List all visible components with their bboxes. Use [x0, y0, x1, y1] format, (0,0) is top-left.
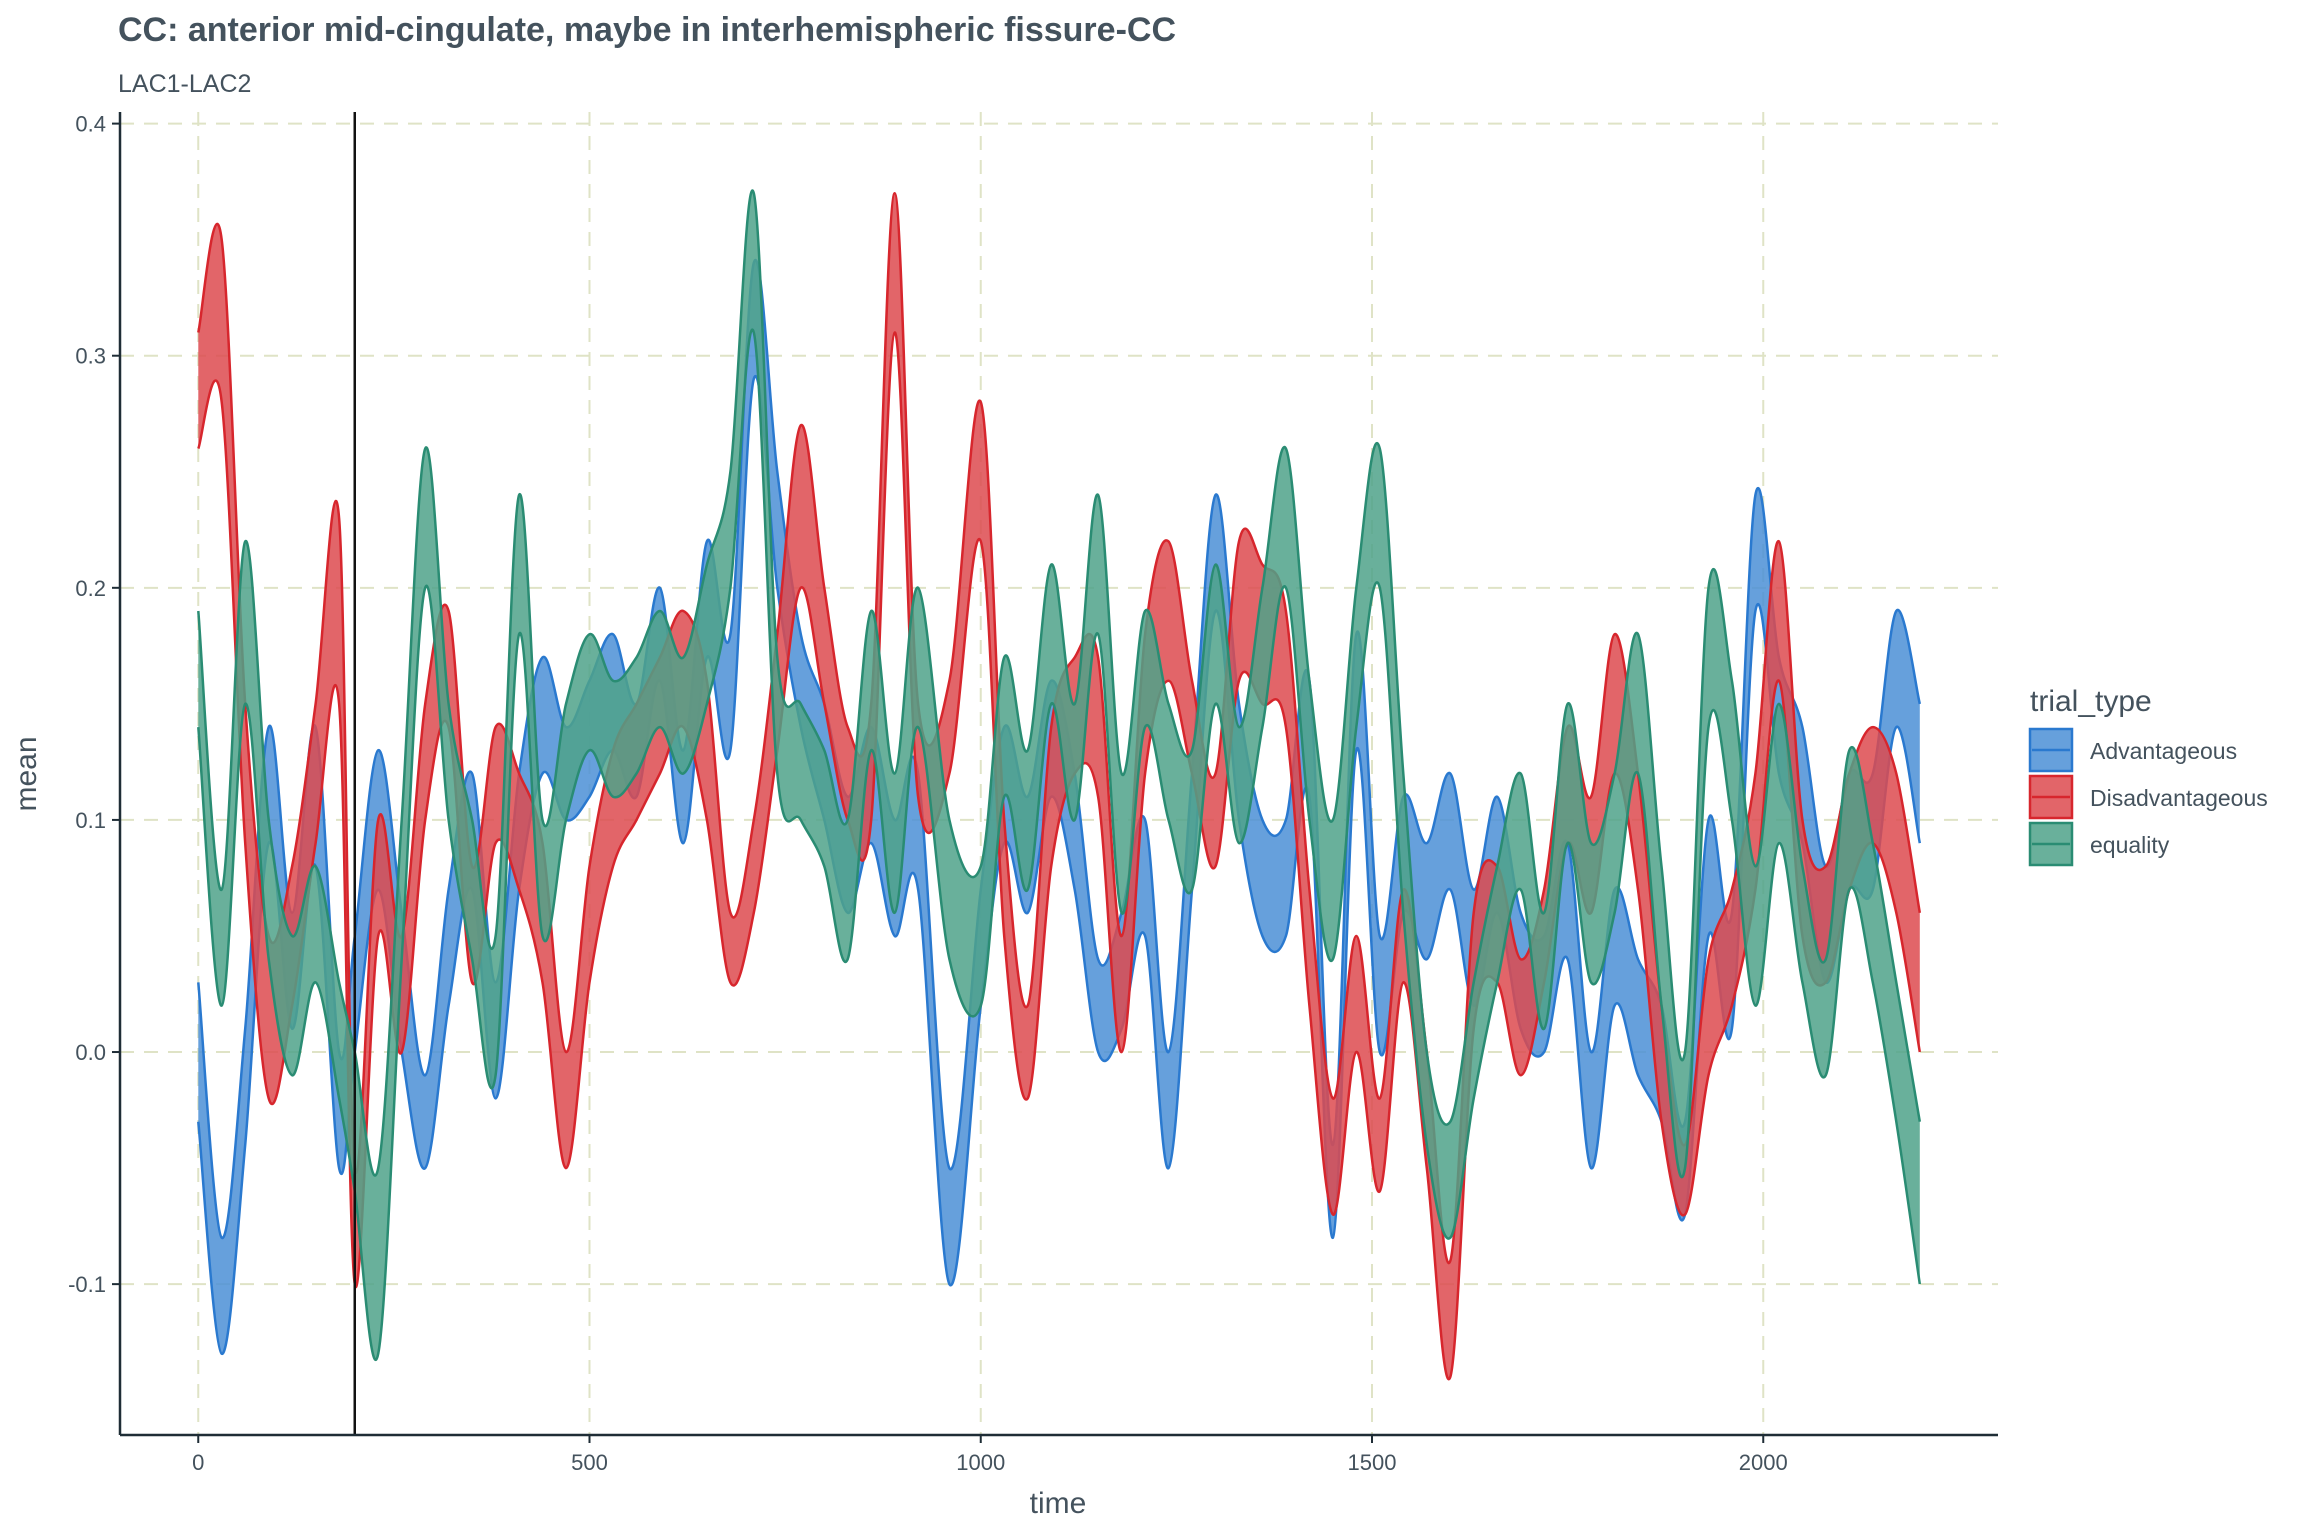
chart-subtitle: LAC1-LAC2	[118, 70, 251, 98]
legend: trial_type Advantageous Disadvantageous eq…	[2028, 685, 2268, 867]
legend-item-equality: equality	[2028, 821, 2170, 867]
y-tick-label-5: 0.4	[75, 112, 106, 137]
x-tick-label-2: 1000	[956, 1450, 1005, 1475]
y-tick-label-0: -0.1	[68, 1272, 106, 1297]
series-lower-line-0	[197, 374, 1922, 1356]
series-upper-line-1	[197, 191, 1922, 1265]
legend-item-advantageous: Advantageous	[2028, 727, 2237, 773]
series-lower-line-2	[197, 328, 1922, 1361]
y-tick-label-4: 0.3	[75, 344, 106, 369]
x-tick-label-0: 0	[192, 1450, 204, 1475]
y-tick-label-2: 0.1	[75, 808, 106, 833]
series-layer	[197, 189, 1922, 1381]
axis-layer: 0 500 1000 1500 2000 -0.1 0.0 0.1 0.2 0.3 0.4	[68, 112, 1998, 1475]
series-band-1	[198, 193, 1920, 1380]
x-axis-title: time	[1030, 1487, 1087, 1520]
x-tick-label-1: 500	[571, 1450, 608, 1475]
chart-title: CC: anterior mid-cingulate, maybe in int…	[118, 11, 1176, 49]
series-upper-line-2	[197, 189, 1922, 1177]
legend-title: trial_type	[2030, 685, 2152, 718]
series-equality	[197, 189, 1922, 1361]
legend-items: Advantageous Disadvantageous equality	[2028, 727, 2268, 867]
x-tick-label-4: 2000	[1739, 1450, 1788, 1475]
legend-label-1: Disadvantageous	[2090, 785, 2268, 811]
y-tick-label-3: 0.2	[75, 576, 106, 601]
legend-label-2: equality	[2090, 832, 2170, 858]
y-tick-label-1: 0.0	[75, 1040, 106, 1065]
y-axis-title: mean	[10, 736, 43, 811]
legend-label-0: Advantageous	[2090, 738, 2237, 764]
x-tick-label-3: 1500	[1348, 1450, 1397, 1475]
legend-item-disadvantageous: Disadvantageous	[2028, 774, 2268, 820]
series-band-2	[198, 190, 1920, 1360]
